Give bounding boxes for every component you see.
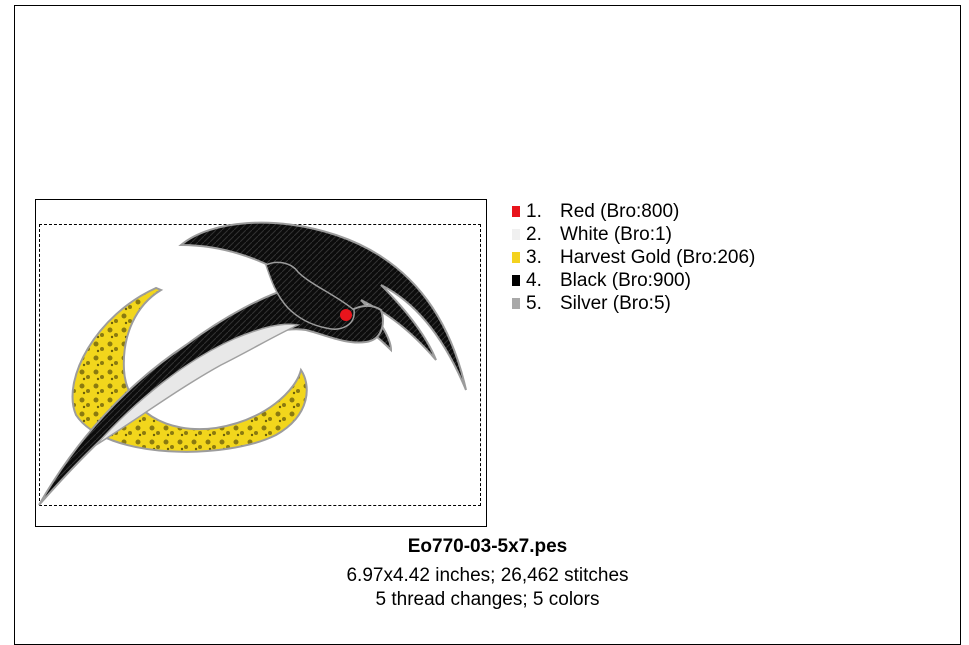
thread-legend: 1. Red (Bro:800) 2. White (Bro:1) 3. Har… (512, 200, 755, 315)
thread-swatch (512, 229, 520, 240)
design-preview (35, 199, 487, 527)
thread-changes: 5 thread changes; 5 colors (375, 589, 600, 610)
red-eye-shape (340, 309, 352, 321)
thread-number: 3. (526, 247, 542, 268)
file-name: Eo770-03-5x7.pes (407, 536, 568, 557)
embroidery-design-image (38, 221, 467, 506)
silver-stripe-shape (95, 323, 301, 446)
thread-item: 2. White (Bro:1) (512, 223, 755, 246)
thread-number: 4. (526, 270, 542, 291)
thread-number: 5. (526, 293, 542, 314)
thread-name: Silver (Bro:5) (560, 293, 671, 314)
thread-item: 1. Red (Bro:800) (512, 200, 755, 223)
thread-swatch (512, 298, 520, 309)
thread-number: 2. (526, 224, 542, 245)
thread-item: 5. Silver (Bro:5) (512, 292, 755, 315)
thread-swatch (512, 275, 520, 286)
thread-number: 1. (526, 201, 542, 222)
design-dimensions: 6.97x4.42 inches; 26,462 stitches (346, 565, 629, 586)
thread-swatch (512, 252, 520, 263)
thread-name: Harvest Gold (Bro:206) (560, 247, 756, 268)
thread-item: 3. Harvest Gold (Bro:206) (512, 246, 755, 269)
thread-name: Black (Bro:900) (560, 270, 691, 291)
thread-name: Red (Bro:800) (560, 201, 680, 222)
thread-name: White (Bro:1) (560, 224, 672, 245)
skull-shape (265, 261, 355, 330)
thread-swatch (512, 206, 520, 217)
thread-item: 4. Black (Bro:900) (512, 269, 755, 292)
